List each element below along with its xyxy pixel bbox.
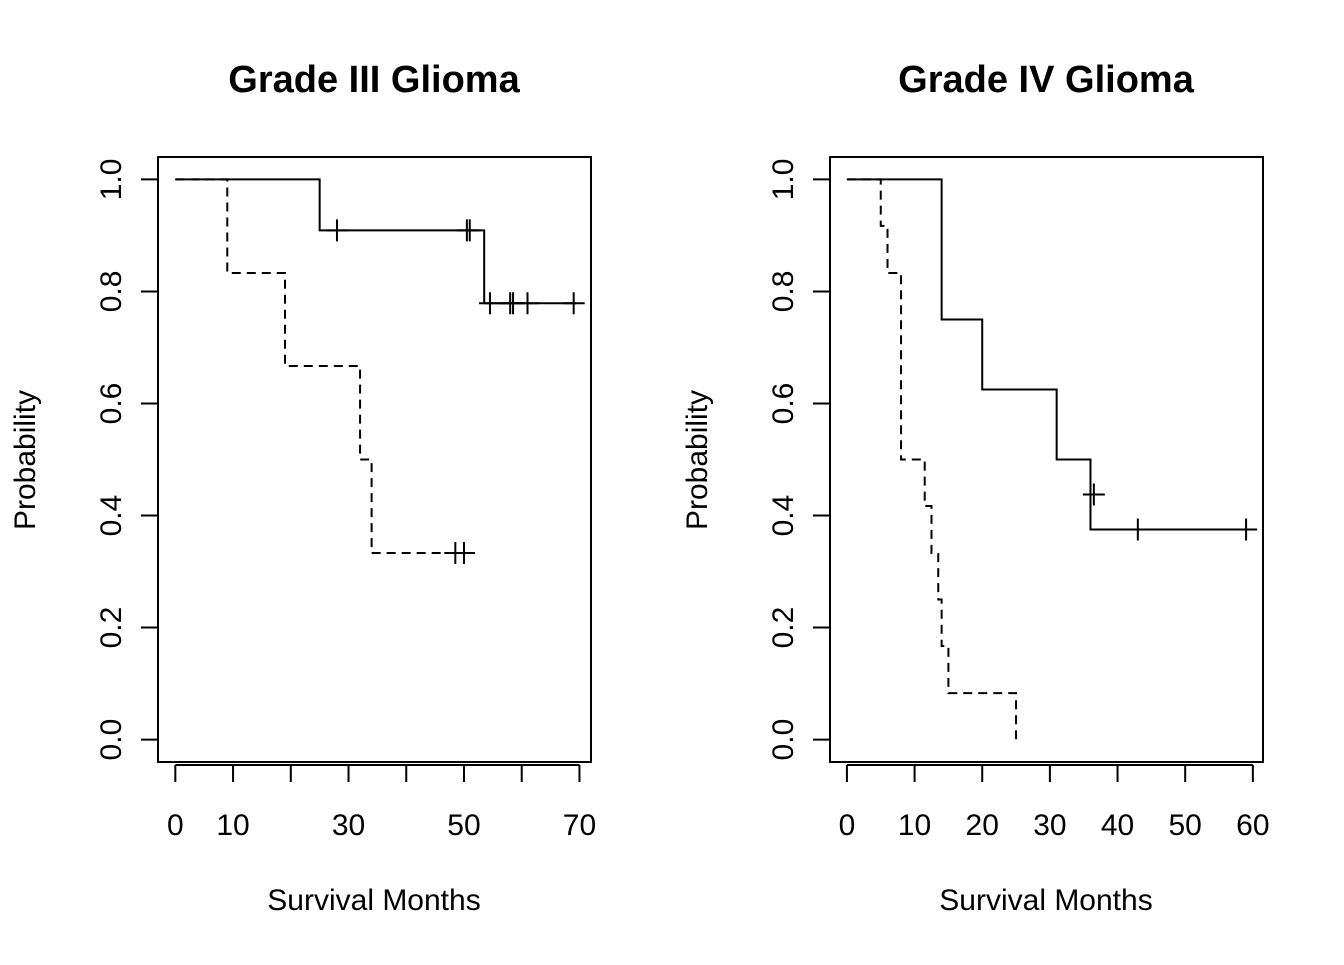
x-tick-label: 30 xyxy=(332,809,365,842)
x-tick-label: 0 xyxy=(839,809,856,842)
censor-mark xyxy=(1082,483,1105,506)
panel-grade-iv: Grade IV Glioma 0 10 20 30 40 50 60 0.00.20.40… xyxy=(681,59,1270,917)
survival-curve-solid xyxy=(846,178,1253,531)
y-tick-label: 0.4 xyxy=(95,495,128,537)
y-tick-label: 0.6 xyxy=(767,383,800,425)
x-tick-label: 30 xyxy=(1033,809,1066,842)
x-tick-label: 50 xyxy=(1169,809,1202,842)
censor-mark xyxy=(1235,518,1258,541)
y-tick-label: 0.4 xyxy=(767,495,800,537)
y-tick-label: 0.2 xyxy=(95,607,128,649)
x-tick-label: 60 xyxy=(1236,809,1269,842)
panel-title: Grade III Glioma xyxy=(228,59,520,101)
y-tick-label: 0.0 xyxy=(767,719,800,761)
censor-mark xyxy=(325,219,348,242)
y-axis-label: Probability xyxy=(681,390,714,530)
panel-title: Grade IV Glioma xyxy=(898,59,1195,101)
censor-mark xyxy=(478,292,501,315)
survival-curve-dashed xyxy=(175,178,467,555)
survival-curve-solid xyxy=(175,178,577,305)
x-axis-label: Survival Months xyxy=(267,884,480,917)
x-tick-label: 10 xyxy=(898,809,931,842)
panel-grade-iii: Grade III Glioma 0 10 30 50 70 0.00.20.40.60… xyxy=(9,59,596,917)
censor-mark xyxy=(458,219,481,242)
x-tick-label: 50 xyxy=(447,809,480,842)
x-axis: 0 10 30 50 70 xyxy=(167,764,596,842)
y-tick-label: 1.0 xyxy=(95,159,128,201)
plot-frame xyxy=(829,156,1264,763)
censor-mark xyxy=(1126,518,1149,541)
y-axis: 0.0 0.2 0.4 0.6 0.8 1.0 xyxy=(95,159,158,761)
survival-curve-dashed xyxy=(846,178,1018,740)
survival-curves xyxy=(175,178,585,565)
y-tick-label: 1.0 xyxy=(767,159,800,201)
x-axis: 0 10 20 30 40 50 60 xyxy=(839,764,1270,842)
censor-mark xyxy=(452,542,475,565)
y-tick-label: 0.6 xyxy=(95,383,128,425)
x-tick-label: 0 xyxy=(167,809,184,842)
x-tick-label: 20 xyxy=(966,809,999,842)
y-tick-label: 0.8 xyxy=(95,271,128,313)
y-tick-label: 0.0 xyxy=(95,719,128,761)
survival-curves xyxy=(846,178,1258,740)
x-tick-label: 70 xyxy=(563,809,596,842)
censor-mark xyxy=(562,292,585,315)
plot-frame xyxy=(157,156,592,763)
x-tick-label: 10 xyxy=(216,809,249,842)
censor-mark xyxy=(516,292,539,315)
y-tick-label: 0.2 xyxy=(767,607,800,649)
y-axis-label: Probability xyxy=(9,390,42,530)
y-tick-label: 0.8 xyxy=(767,271,800,313)
y-axis: 0.0 0.2 0.4 0.6 0.8 1.0 xyxy=(767,159,830,761)
x-axis-label: Survival Months xyxy=(939,884,1152,917)
x-tick-label: 40 xyxy=(1101,809,1134,842)
